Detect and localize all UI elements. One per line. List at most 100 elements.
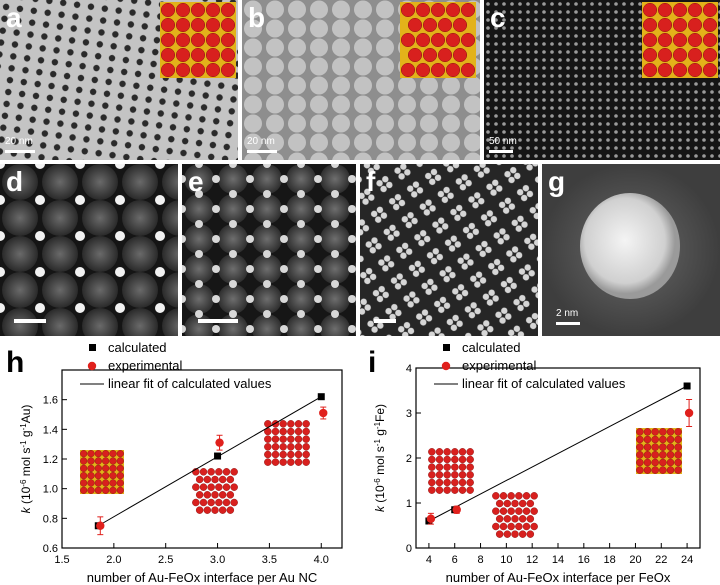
model-atom xyxy=(451,478,459,487)
model-atom xyxy=(458,471,467,479)
model-atom xyxy=(666,435,675,444)
x-axis-label: number of Au-FeOx interface per FeOx xyxy=(446,570,671,585)
model-atom xyxy=(94,464,102,472)
model-atom xyxy=(659,451,667,459)
crystal-model-inset-c xyxy=(642,2,718,78)
model-atom xyxy=(279,420,287,428)
model-atom xyxy=(451,455,459,464)
model-atom xyxy=(199,498,208,507)
model-atom xyxy=(205,2,221,18)
model-atom xyxy=(195,506,204,514)
model-atom xyxy=(443,471,451,479)
panel-label-c: c xyxy=(490,2,506,33)
legend-label-calculated: calculated xyxy=(462,340,521,355)
model-atom xyxy=(415,62,431,78)
model-atom xyxy=(492,507,500,515)
model-atom xyxy=(294,435,303,443)
crystal-model-inset xyxy=(264,420,310,466)
model-atom xyxy=(102,464,110,472)
model-atom xyxy=(400,32,416,48)
x-tick-label: 16 xyxy=(578,554,590,566)
model-atom xyxy=(458,448,467,456)
model-atom xyxy=(190,62,206,78)
model-atom xyxy=(175,47,191,63)
model-atom xyxy=(109,464,117,472)
model-atom xyxy=(116,472,124,480)
model-atom xyxy=(175,2,191,18)
model-atom xyxy=(230,468,238,476)
model-atom xyxy=(522,492,531,500)
x-tick-label: 6 xyxy=(452,554,458,566)
model-atom xyxy=(190,47,206,63)
tem-panel-c: c 50 nm xyxy=(484,0,720,160)
model-atom xyxy=(657,32,673,48)
model-atom xyxy=(460,32,476,48)
legend-label-fit: linear fit of calculated values xyxy=(108,376,272,391)
model-atom xyxy=(687,47,703,63)
scale-label-g: 2 nm xyxy=(556,308,579,319)
model-atom xyxy=(102,479,110,487)
model-atom xyxy=(460,62,476,78)
model-atom xyxy=(302,458,310,466)
model-atom xyxy=(218,506,227,514)
y-tick-label: 4 xyxy=(406,363,412,375)
panel-label-e: e xyxy=(188,166,204,197)
y-tick-label: 0.8 xyxy=(43,513,58,525)
model-atom xyxy=(203,491,212,499)
y-tick-label: 0 xyxy=(406,543,412,555)
model-atom xyxy=(109,457,117,465)
model-atom xyxy=(518,499,527,508)
model-atom xyxy=(643,435,652,444)
model-atom xyxy=(222,468,231,476)
model-atom xyxy=(451,448,459,456)
model-atom xyxy=(80,472,88,480)
model-atom xyxy=(445,2,461,18)
model-atom xyxy=(651,443,659,451)
model-atom xyxy=(422,47,438,63)
model-atom xyxy=(287,458,295,466)
model-atom xyxy=(87,479,95,487)
panel-label-d: d xyxy=(6,166,24,197)
model-atom xyxy=(109,486,117,494)
model-atom xyxy=(702,62,718,78)
model-atom xyxy=(666,466,675,474)
model-atom xyxy=(659,443,667,451)
model-atom xyxy=(175,32,191,48)
y-tick-label: 2 xyxy=(406,453,412,465)
model-atom xyxy=(116,486,124,494)
model-atom xyxy=(503,499,512,508)
model-atom xyxy=(643,458,652,467)
model-atom xyxy=(642,32,658,48)
model-atom xyxy=(443,478,451,487)
model-atom xyxy=(458,463,467,471)
model-atom xyxy=(443,455,451,464)
model-atom xyxy=(102,472,110,480)
x-axis-label: number of Au-FeOx interface per Au NC xyxy=(87,570,318,585)
model-atom xyxy=(102,457,110,465)
model-atom xyxy=(195,475,204,484)
y-tick-label: 1.4 xyxy=(43,424,58,436)
model-atom xyxy=(264,458,272,466)
panel-label-b: b xyxy=(248,2,266,33)
model-atom xyxy=(435,471,444,479)
model-atom xyxy=(666,428,675,436)
model-atom xyxy=(437,17,453,33)
model-atom xyxy=(674,443,682,451)
model-atom xyxy=(230,483,238,491)
experimental-point xyxy=(452,505,461,514)
model-atom xyxy=(215,468,223,476)
crystal-model-inset xyxy=(636,428,682,474)
y-tick-label: 0.6 xyxy=(43,543,58,555)
model-atom xyxy=(445,32,461,48)
scale-bar-a xyxy=(5,150,35,153)
model-atom xyxy=(211,506,219,514)
model-atom xyxy=(302,420,310,428)
x-tick-label: 2.5 xyxy=(158,554,173,566)
model-atom xyxy=(400,62,416,78)
crystal-model-inset xyxy=(192,468,238,514)
scale-label-c: 50 nm xyxy=(489,136,517,147)
model-atom xyxy=(657,17,673,33)
y-axis-label: k (10-6 mol s-1 g-1Au) xyxy=(19,405,34,514)
model-atom xyxy=(220,17,236,33)
